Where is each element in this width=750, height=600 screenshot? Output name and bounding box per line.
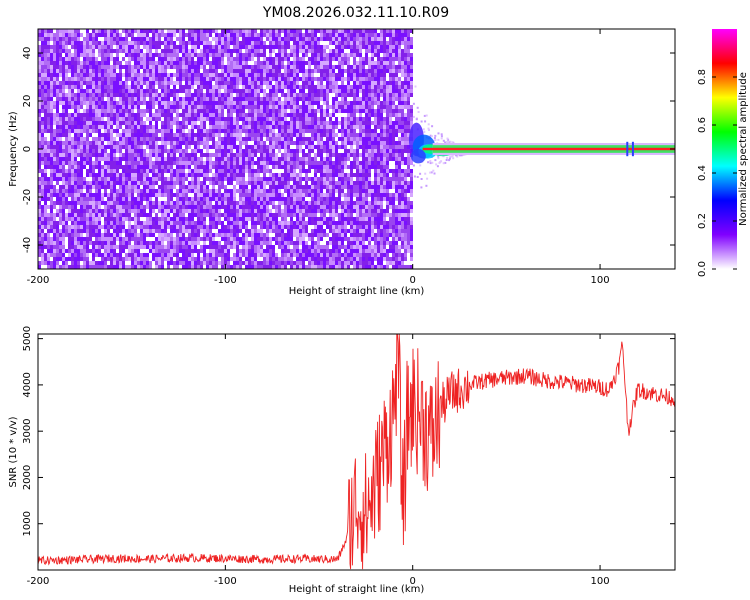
spectrogram-y-tick-label: 40 — [22, 47, 33, 60]
figure-title: YM08.2026.032.11.10.R09 — [262, 5, 449, 21]
snr-y-tick-label: 2000 — [22, 465, 33, 490]
colorbar-fill — [712, 29, 737, 269]
snr-y-tick-label: 4000 — [22, 372, 33, 397]
spectrogram-y-tick-label: -20 — [22, 189, 33, 205]
snr-x-tick-label: -200 — [27, 576, 50, 587]
snr-x-tick-label: 0 — [410, 576, 416, 587]
snr-y-tick-label: 1000 — [22, 511, 33, 536]
snr-series-line — [37, 333, 676, 570]
signal-mark-0 — [626, 141, 629, 157]
spectrogram-y-tick-label: 20 — [22, 95, 33, 108]
snr-x-tick-label: -100 — [214, 576, 237, 587]
colorbar-tick-label: 0.6 — [697, 117, 708, 133]
spectrogram-x-tick-label: 0 — [410, 275, 416, 286]
snr-background — [38, 334, 675, 570]
snr-y-axis-label: SNR (10 * v/v) — [8, 416, 19, 487]
snr-x-tick-label: 100 — [591, 576, 610, 587]
colorbar-tick-label: 0.4 — [697, 165, 708, 181]
spectrogram-x-tick-label: 100 — [591, 275, 610, 286]
spectrogram-x-axis-label: Height of straight line (km) — [289, 286, 425, 297]
spectrogram-y-tick-label: 0 — [22, 146, 33, 152]
spectrogram-y-tick-label: -40 — [22, 237, 33, 253]
snr-y-tick-label: 3000 — [22, 418, 33, 443]
colorbar-tick-label: 0.0 — [697, 261, 708, 277]
snr-y-tick-label: 5000 — [22, 326, 33, 351]
signal-mark-1 — [631, 141, 634, 157]
spectrogram-y-axis-label: Frequency (Hz) — [8, 111, 19, 187]
colorbar: 0.0 0.2 0.4 0.6 0.8 Normalized spectral ampli… — [697, 29, 749, 277]
spectrogram-x-tick-label: -100 — [214, 275, 237, 286]
noise-cells — [38, 29, 413, 269]
spectrogram-x-tick-label: -200 — [27, 275, 50, 286]
transition-blob-5 — [410, 149, 426, 164]
colorbar-tick-label: 0.2 — [697, 213, 708, 229]
snr-panel: -200 -100 0 100 1000 2000 3000 4000 5000 Height o… — [8, 326, 676, 595]
signal-line — [422, 147, 675, 151]
colorbar-label: Normalized spectral amplitude — [738, 72, 749, 226]
colorbar-tick-label: 0.8 — [697, 69, 708, 85]
snr-frame — [37, 333, 676, 571]
snr-x-axis-label: Height of straight line (km) — [289, 584, 425, 595]
